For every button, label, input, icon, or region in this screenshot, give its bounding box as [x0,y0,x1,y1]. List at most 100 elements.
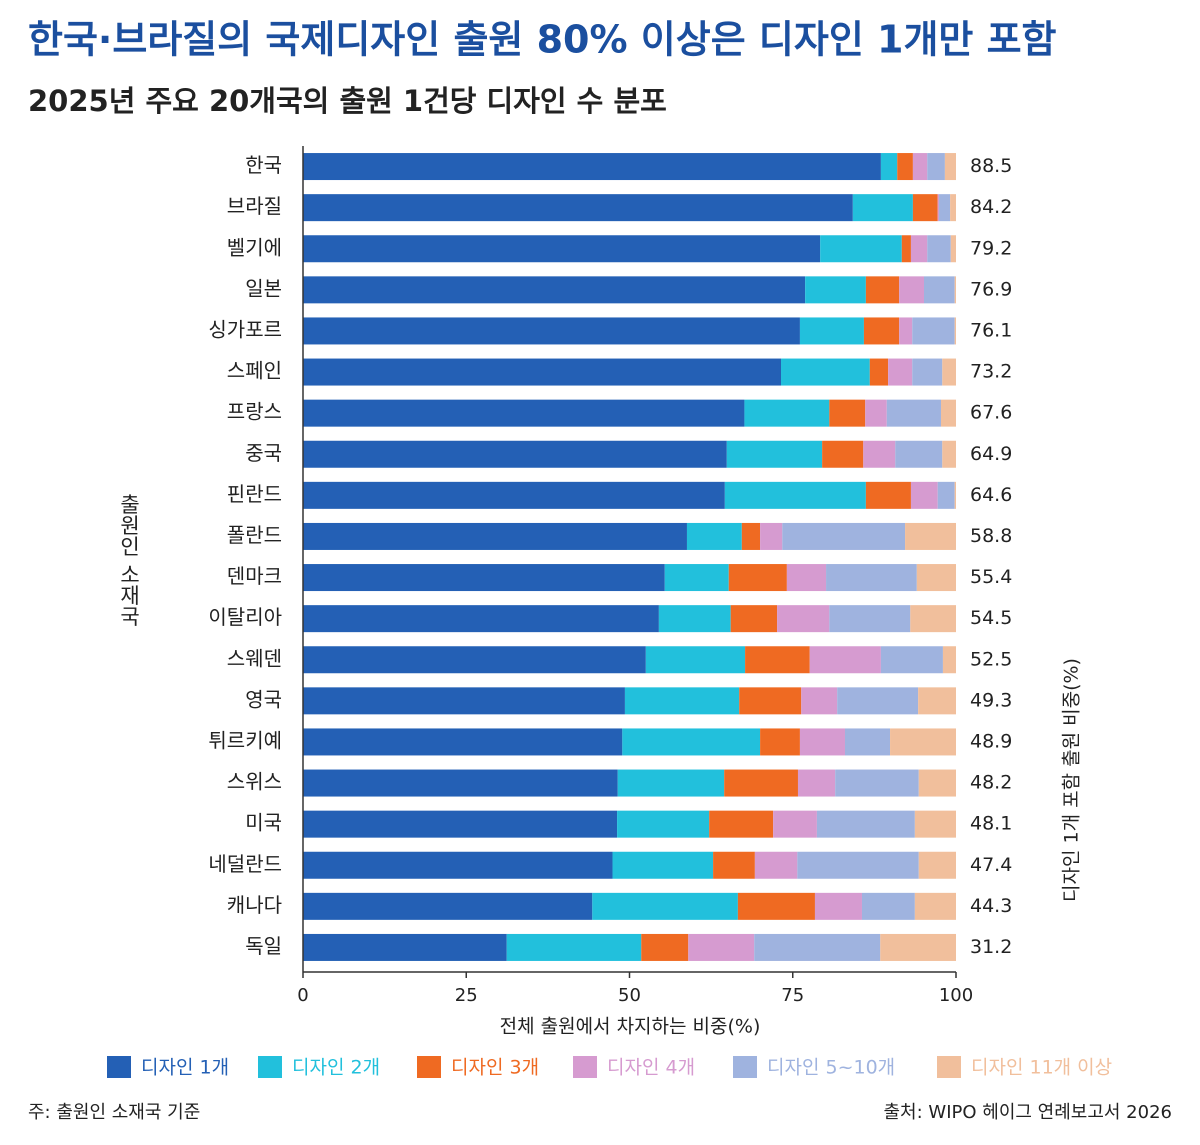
bar-segment [924,276,955,304]
value-label: 58.8 [970,525,1012,547]
bar-segment [950,194,956,222]
bar-segment [303,522,687,550]
bar-segment [820,235,902,263]
bar-segment [899,317,913,345]
bar-segment [641,933,689,961]
x-axis-label: 전체 출원에서 차지하는 비중(%) [500,1016,761,1038]
bar-segment [944,153,956,181]
y-tick-label: 미국 [245,811,282,835]
bar-segment [786,564,827,592]
bar-segment [950,235,956,263]
bar-segment [844,728,891,756]
bar-segment [506,933,642,961]
value-label: 76.9 [970,278,1012,300]
bar-segment [658,605,731,633]
value-label: 73.2 [970,361,1012,383]
bar-segment [686,522,742,550]
bar-segment [918,687,956,715]
bar-segment [303,276,806,304]
bar-segment [592,892,738,920]
bar-segment [303,235,821,263]
bar-segment [865,481,911,509]
bar-segment [737,892,815,920]
bar-segment [799,728,845,756]
bar-segment [645,646,746,674]
bar-segment [912,153,928,181]
bar-segment [809,646,881,674]
bar-segment [688,933,755,961]
bar-segment [782,522,906,550]
bar-segment [741,522,761,550]
bar-segment [728,564,787,592]
bar-segment [954,481,956,509]
bar-segment [914,810,956,838]
bar-segment [880,153,898,181]
y-tick-label: 스위스 [227,770,282,794]
bar-segment [739,687,802,715]
value-label: 48.2 [970,772,1012,794]
value-label: 88.5 [970,155,1012,177]
legend-label: 디자인 4개 [607,1057,695,1079]
bar-segment [918,851,956,879]
bar-segment [303,317,800,345]
bar-segment [954,276,956,304]
bar-segment [303,358,781,386]
x-tick-label: 25 [455,985,478,1006]
y-tick-label: 일본 [245,276,282,300]
value-label: 67.6 [970,402,1012,424]
bar-segment [861,892,915,920]
chart-title: 한국·브라질의 국제디자인 출원 80% 이상은 디자인 1개만 포함 [28,18,1057,62]
bar-segment [303,810,618,838]
bar-segment [303,687,625,715]
bar-segment [954,317,956,345]
bar-segment [724,769,798,797]
bar-segment [942,358,956,386]
bar-segment [303,933,507,961]
chart-subtitle: 2025년 주요 20개국의 출원 1건당 디자인 수 분포 [28,84,667,118]
bar-segment [303,646,646,674]
bar-segment [822,440,864,468]
bar-segment [303,728,623,756]
y-tick-label: 스웨덴 [227,646,282,670]
bar-segment [869,358,889,386]
value-label: 54.5 [970,607,1012,629]
legend-swatch [107,1056,131,1078]
value-label: 48.1 [970,813,1012,835]
value-label: 64.9 [970,443,1012,465]
value-label: 49.3 [970,689,1012,711]
y-tick-label: 벨기에 [227,235,282,259]
value-label: 64.6 [970,484,1012,506]
value-label: 55.4 [970,566,1012,588]
bar-segment [664,564,729,592]
bar-segment [617,810,710,838]
y-tick-label: 튀르키예 [208,728,282,752]
y-tick-label: 한국 [245,153,282,177]
legend-label: 디자인 5~10개 [767,1057,895,1079]
bar-segment [899,276,925,304]
bar-segment [744,399,830,427]
bar-segment [754,851,798,879]
bar-segment [918,769,956,797]
legend-label: 디자인 1개 [141,1057,229,1079]
bar-segment [910,481,938,509]
y-tick-label: 핀란드 [227,482,282,506]
bar-segment [937,481,955,509]
bar-segment [829,605,911,633]
bar-segment [927,153,945,181]
bar-segment [905,522,956,550]
bar-segment [303,440,727,468]
bar-segment [910,235,928,263]
value-label: 52.5 [970,648,1012,670]
legend-label: 디자인 2개 [292,1057,380,1079]
y-tick-label: 이탈리아 [208,605,282,629]
legend-swatch [258,1056,282,1078]
bar-segment [303,605,659,633]
right-axis-label: 디자인 1개 포함 출원 비중(%) [1061,658,1083,902]
bar-segment [622,728,761,756]
value-label: 31.2 [970,936,1012,958]
bar-segment [730,605,778,633]
bar-segment [939,194,951,222]
value-label: 47.4 [970,854,1012,876]
bar-segment [797,851,919,879]
legend-swatch [573,1056,597,1078]
